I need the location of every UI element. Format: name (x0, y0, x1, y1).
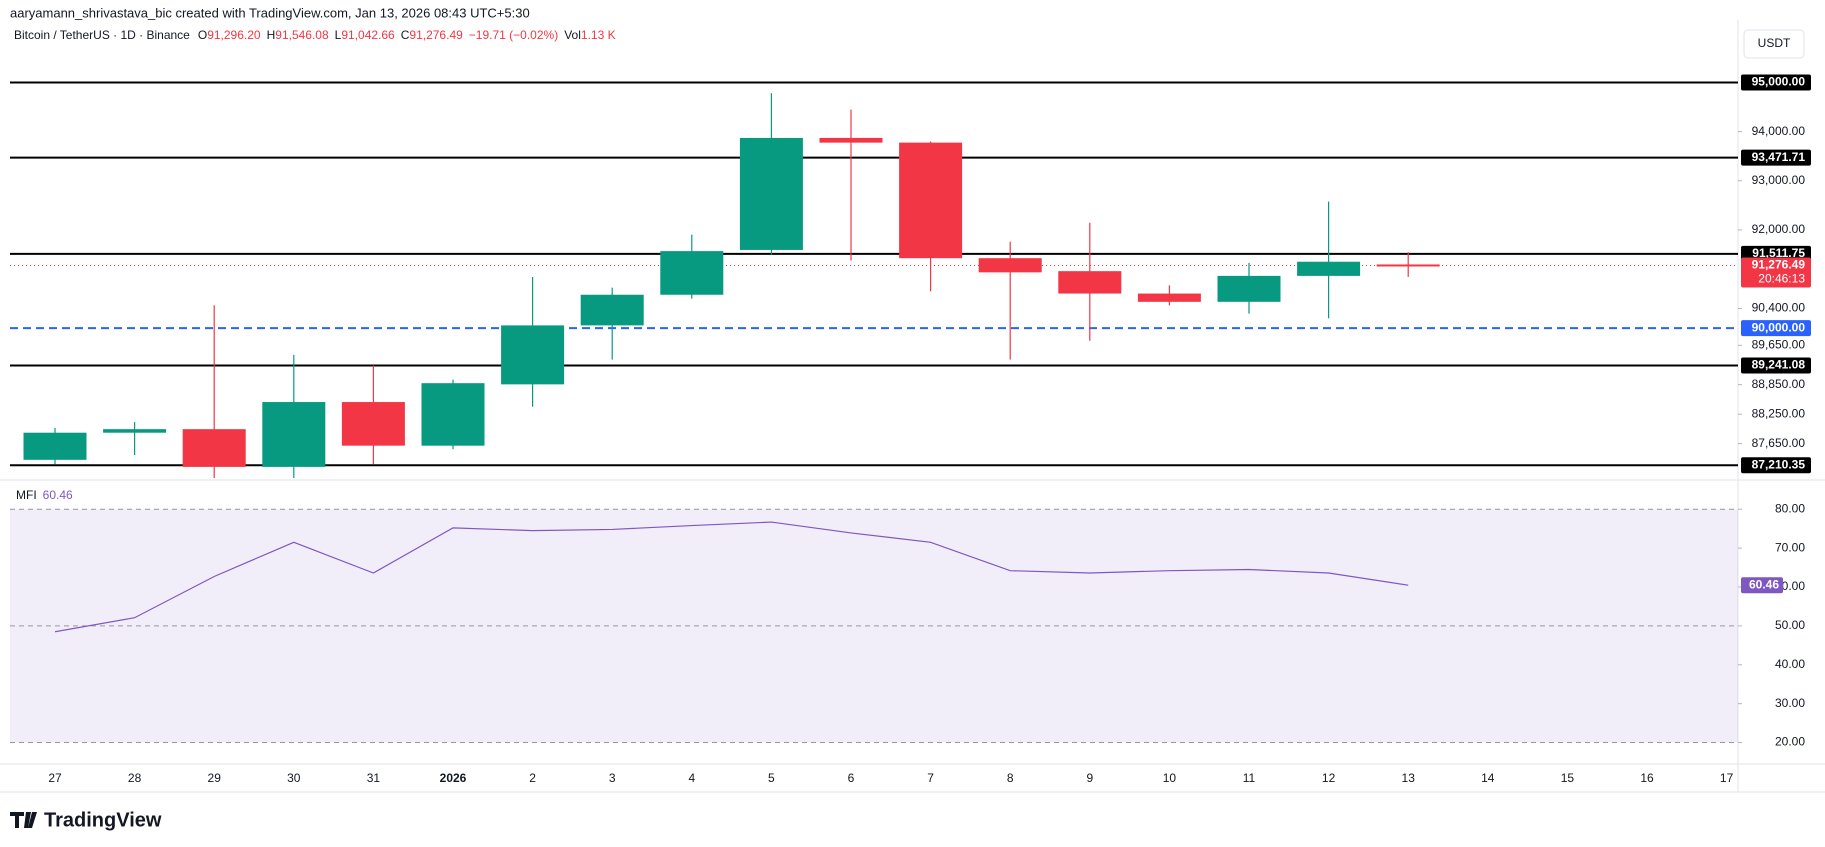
logo: TradingView (10, 809, 162, 831)
y-tick-label: 89,650.00 (1752, 338, 1806, 352)
logo-text: TradingView (44, 809, 162, 831)
ohlc-value: 91,042.66 (341, 28, 395, 42)
level-label: 93,471.71 (1752, 150, 1806, 164)
candle-body (23, 432, 87, 460)
x-tick-label: 6 (848, 771, 855, 785)
candle-body (103, 429, 167, 433)
ohlc-value: 91,276.49 (409, 28, 463, 42)
candle-body (819, 137, 883, 143)
candle-body (341, 402, 405, 446)
candle-body (1297, 261, 1361, 276)
vol-key: Vol (564, 28, 581, 42)
x-tick-label: 9 (1086, 771, 1093, 785)
level-box (1741, 320, 1811, 337)
x-tick-label: 16 (1640, 771, 1654, 785)
attribution: aaryamann_shrivastava_bic created with T… (10, 5, 530, 20)
y-tick-label: 88,850.00 (1752, 377, 1806, 391)
x-tick-label: 31 (367, 771, 381, 785)
y-tick-label: 92,000.00 (1752, 222, 1806, 236)
x-tick-label: 2026 (440, 771, 467, 785)
level-box (1741, 357, 1811, 374)
candle-body (978, 258, 1042, 273)
candle-body (501, 325, 565, 385)
ohlc-key: H (267, 28, 276, 42)
mfi-value-box (1741, 577, 1783, 594)
x-tick-label: 30 (287, 771, 301, 785)
level-box (1741, 149, 1811, 166)
candle-body (580, 294, 644, 326)
currency-label[interactable]: USDT (1758, 36, 1791, 50)
change: −19.71 (−0.02%) (469, 28, 558, 42)
mfi-tick-label: 80.00 (1775, 501, 1805, 515)
ohlc-key: O (198, 28, 207, 42)
mfi-legend: MFI 60.46 (16, 488, 73, 502)
symbol: Bitcoin / TetherUS · 1D · Binance (14, 28, 190, 42)
level-box (1741, 457, 1811, 474)
candle-body (182, 429, 246, 467)
x-tick-label: 12 (1322, 771, 1336, 785)
y-tick-label: 87,650.00 (1752, 436, 1806, 450)
x-tick-label: 4 (688, 771, 695, 785)
mfi-tick-label: 30.00 (1775, 696, 1805, 710)
candle-body (1376, 264, 1440, 267)
mfi-tick-label: 70.00 (1775, 540, 1805, 554)
x-tick-label: 28 (128, 771, 142, 785)
price-pane (10, 81, 1738, 478)
mfi-value-label: 60.46 (1749, 577, 1779, 591)
mfi-tick-label: 40.00 (1775, 657, 1805, 671)
ohlc-key: L (335, 28, 342, 42)
ohlc-key: C (401, 28, 410, 42)
level-box (1741, 74, 1811, 91)
candle-body (1137, 293, 1201, 302)
ohlc-value: 91,296.20 (207, 28, 261, 42)
candle-body (1058, 271, 1122, 294)
x-tick-label: 8 (1007, 771, 1014, 785)
candle-body (660, 251, 724, 295)
x-tick-label: 11 (1243, 771, 1256, 785)
level-label: 91,511.75 (1752, 246, 1805, 260)
logo-icon (10, 812, 37, 828)
candle-body (421, 383, 485, 446)
level-label: 89,241.08 (1752, 358, 1806, 372)
x-tick-label: 29 (208, 771, 222, 785)
mfi-name: MFI (16, 488, 37, 502)
mfi-legend-value: 60.46 (43, 488, 73, 502)
level-label: 95,000.00 (1752, 75, 1806, 89)
candle-body (739, 137, 803, 250)
ohlc-value: 91,546.08 (275, 28, 329, 42)
x-tick-label: 7 (927, 771, 934, 785)
y-tick-label: 93,000.00 (1752, 173, 1806, 187)
mfi-line (54, 521, 1409, 633)
candle-body (1217, 275, 1281, 302)
x-tick-label: 5 (768, 771, 775, 785)
last-price-box (1741, 257, 1811, 288)
x-tick-label: 27 (48, 771, 62, 785)
y-tick-label: 90,400.00 (1752, 301, 1806, 315)
x-tick-label: 3 (609, 771, 616, 785)
x-tick-label: 17 (1720, 771, 1734, 785)
currency-button[interactable] (1743, 29, 1805, 59)
x-tick-label: 15 (1561, 771, 1575, 785)
countdown: 20:46:13 (1758, 272, 1805, 286)
vol-value: 1.13 K (581, 28, 616, 42)
x-tick-label: 10 (1163, 771, 1177, 785)
mfi-tick-label: 50.00 (1775, 618, 1805, 632)
mfi-tick-label: 20.00 (1775, 735, 1805, 749)
candle-body (899, 142, 963, 259)
candle-body (262, 402, 326, 467)
level-label: 90,000.00 (1752, 320, 1806, 334)
x-tick-label: 14 (1481, 771, 1495, 785)
level-label: 87,210.35 (1752, 457, 1806, 471)
legend: Bitcoin / TetherUS · 1D · Binance O91,296… (14, 28, 616, 42)
x-tick-label: 2 (529, 771, 536, 785)
last-price-label: 91,276.49 (1752, 258, 1806, 272)
x-tick-label: 13 (1402, 771, 1416, 785)
y-tick-label: 88,250.00 (1752, 406, 1806, 420)
y-tick-label: 94,000.00 (1752, 124, 1806, 138)
